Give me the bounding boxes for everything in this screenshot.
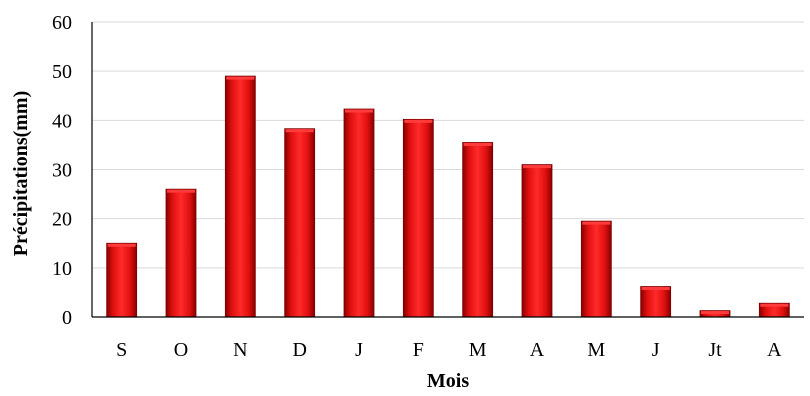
x-tick-label: A <box>530 339 545 361</box>
x-tick-label: N <box>233 339 247 361</box>
bar-top-highlight <box>345 109 373 113</box>
bar-top-highlight <box>641 287 670 291</box>
x-tick-label: F <box>413 339 424 361</box>
bar <box>402 118 434 318</box>
x-tick-label: M <box>587 339 605 361</box>
y-axis-title: Précipitations(mm) <box>10 91 32 257</box>
y-tick-label: 20 <box>52 209 72 231</box>
bar-group <box>165 188 197 318</box>
x-tick-label: J <box>355 339 363 361</box>
x-axis-title: Mois <box>427 370 469 392</box>
x-tick-label: S <box>116 339 127 361</box>
bar-group <box>640 286 672 318</box>
bar <box>224 75 256 318</box>
bar-group <box>224 75 256 318</box>
bar <box>284 128 316 318</box>
bar <box>106 242 138 318</box>
x-tick-labels: S O N D J F M A M J Jt A <box>116 339 782 361</box>
y-tick-label: 60 <box>52 12 72 34</box>
bar <box>343 108 375 318</box>
bar-group <box>402 118 434 318</box>
y-tick-label: 40 <box>52 110 72 132</box>
bar-group <box>462 142 494 318</box>
bar-top-highlight <box>582 221 611 225</box>
y-tick-label: 30 <box>52 160 72 182</box>
bar-group <box>343 108 375 318</box>
bar-group <box>580 220 612 318</box>
y-tick-label: 0 <box>62 307 72 329</box>
bar-top-highlight <box>285 129 314 133</box>
bars <box>106 75 790 318</box>
y-tick-labels: 0 10 20 30 40 50 60 <box>52 12 72 329</box>
bar <box>165 188 197 318</box>
bar <box>580 220 612 318</box>
y-tick-label: 10 <box>52 258 72 280</box>
x-tick-label: M <box>469 339 487 361</box>
x-tick-label: A <box>767 339 782 361</box>
bar-top-highlight <box>523 165 551 169</box>
gridlines <box>92 21 804 269</box>
bar-group <box>106 242 138 318</box>
bar-group <box>758 302 790 318</box>
bar <box>521 164 553 318</box>
bar-top-highlight <box>404 119 433 123</box>
bar-group <box>284 128 316 318</box>
bar-group <box>699 310 731 318</box>
bar <box>640 286 672 318</box>
x-tick-label: J <box>652 339 660 361</box>
bar-group <box>521 164 553 318</box>
bar-top-highlight <box>167 189 195 193</box>
x-tick-label: D <box>292 339 306 361</box>
bar-top-highlight <box>107 243 136 247</box>
bar-top-highlight <box>701 311 729 315</box>
y-tick-label: 50 <box>52 61 72 83</box>
bar <box>462 142 494 318</box>
x-tick-label: O <box>174 339 188 361</box>
x-tick-label: Jt <box>708 339 722 361</box>
bar-top-highlight <box>463 142 492 146</box>
bar-top-highlight <box>760 303 789 307</box>
bar-top-highlight <box>226 76 255 80</box>
